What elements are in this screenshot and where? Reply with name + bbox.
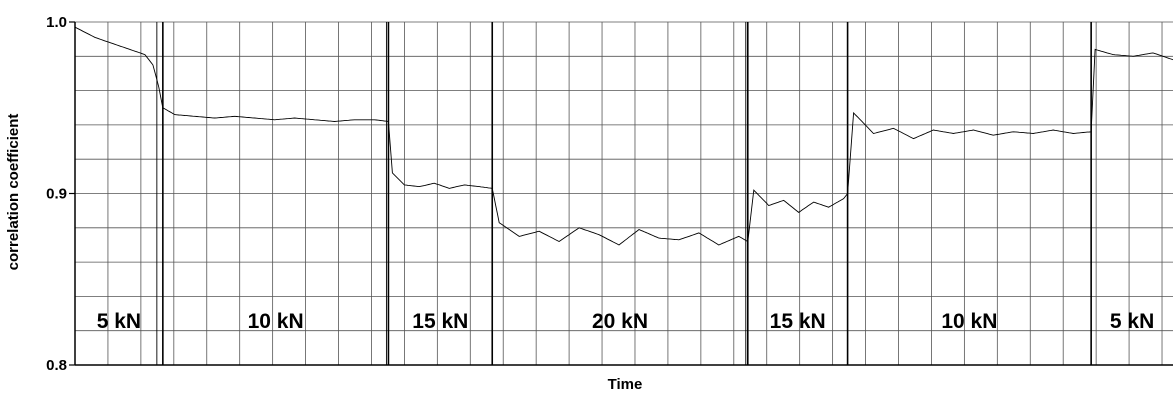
segment-label: 15 kN xyxy=(412,310,468,333)
segment-label: 15 kN xyxy=(770,310,826,333)
segment-label: 10 kN xyxy=(941,310,997,333)
x-axis-label: Time xyxy=(608,376,643,393)
y-tick-label: 1.0 xyxy=(46,14,67,31)
series-group xyxy=(74,26,1173,246)
y-tick-label: 0.8 xyxy=(46,357,67,374)
segment-label: 5 kN xyxy=(1110,310,1154,333)
y-axis-label: correlation coefficient xyxy=(5,114,22,271)
segment-label: 10 kN xyxy=(248,310,304,333)
segment-label: 20 kN xyxy=(592,310,648,333)
y-tick-label: 0.9 xyxy=(46,186,67,203)
segment-label: 5 kN xyxy=(97,310,141,333)
y-tick-labels: 0.8 0.9 1.0 xyxy=(46,14,75,374)
segment-labels: 5 kN 10 kN 15 kN 20 kN 15 kN 10 kN 5 kN xyxy=(97,310,1155,333)
series-line xyxy=(74,26,1173,246)
